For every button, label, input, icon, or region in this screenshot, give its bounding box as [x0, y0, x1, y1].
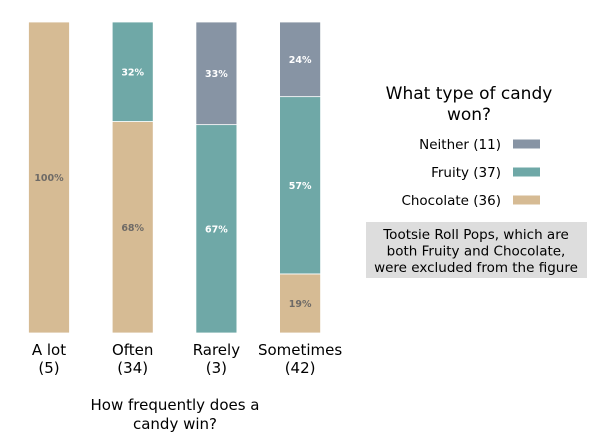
value-label-sometimes-neither: 24%	[289, 55, 312, 66]
legend-label-fruity: Fruity (37)	[431, 165, 501, 181]
legend-item-neither: Neither (11)	[419, 137, 540, 153]
bar-a-lot-chocolate	[28, 21, 70, 334]
value-label-often-chocolate: 68%	[121, 223, 144, 234]
x-tick-label-rarely: Rarely	[193, 341, 241, 359]
annotation-background	[366, 222, 587, 278]
legend-swatch-fruity	[513, 167, 540, 177]
x-tick-count-rarely: (3)	[206, 359, 227, 377]
x-tick-count-often: (34)	[117, 359, 148, 377]
value-label-a-lot-chocolate: 100%	[34, 173, 64, 184]
legend-label-chocolate: Chocolate (36)	[401, 193, 501, 209]
legend-swatch-neither	[513, 139, 540, 149]
legend-item-fruity: Fruity (37)	[431, 165, 540, 181]
legend-label-neither: Neither (11)	[419, 137, 501, 153]
bar-often-chocolate	[111, 121, 154, 334]
value-labels-group: 100% 68% 32% 67% 33% 19% 57% 24%	[34, 55, 312, 310]
bar-sometimes-chocolate	[279, 273, 322, 334]
value-label-sometimes-chocolate: 19%	[289, 299, 312, 310]
legend: Neither (11) Fruity (37) Chocolate (36)	[401, 137, 540, 209]
x-tick-count-sometimes: (42)	[285, 359, 316, 377]
x-axis-title: How frequently does a candy win?	[91, 396, 260, 433]
x-tick-label-sometimes: Sometimes	[258, 341, 342, 359]
bar-sometimes-neither	[279, 21, 322, 98]
x-tick-count-a-lot: (5)	[38, 359, 59, 377]
legend-item-chocolate: Chocolate (36)	[401, 193, 540, 209]
x-tick-label-often: Often	[112, 341, 153, 359]
bar-often-fruity	[111, 21, 154, 122]
x-tick-labels-group: A lot(5) Often(34) Rarely(3) Sometimes(42)	[32, 341, 343, 377]
value-label-rarely-neither: 33%	[205, 69, 228, 80]
value-label-rarely-fruity: 67%	[205, 224, 228, 235]
legend-swatch-chocolate	[513, 195, 540, 205]
annotation-text: Tootsie Roll Pops, which are both Fruity …	[374, 227, 578, 276]
bar-sometimes-fruity	[279, 96, 322, 275]
value-label-often-fruity: 32%	[121, 67, 144, 78]
bar-rarely-fruity	[195, 124, 238, 334]
bars-group	[28, 21, 322, 334]
x-tick-label-a-lot: A lot	[32, 341, 66, 359]
value-label-sometimes-fruity: 57%	[289, 181, 312, 192]
annotation-box: Tootsie Roll Pops, which are both Fruity …	[366, 222, 587, 278]
legend-title: What type of candy won?	[386, 84, 553, 125]
bar-rarely-neither	[195, 21, 238, 126]
